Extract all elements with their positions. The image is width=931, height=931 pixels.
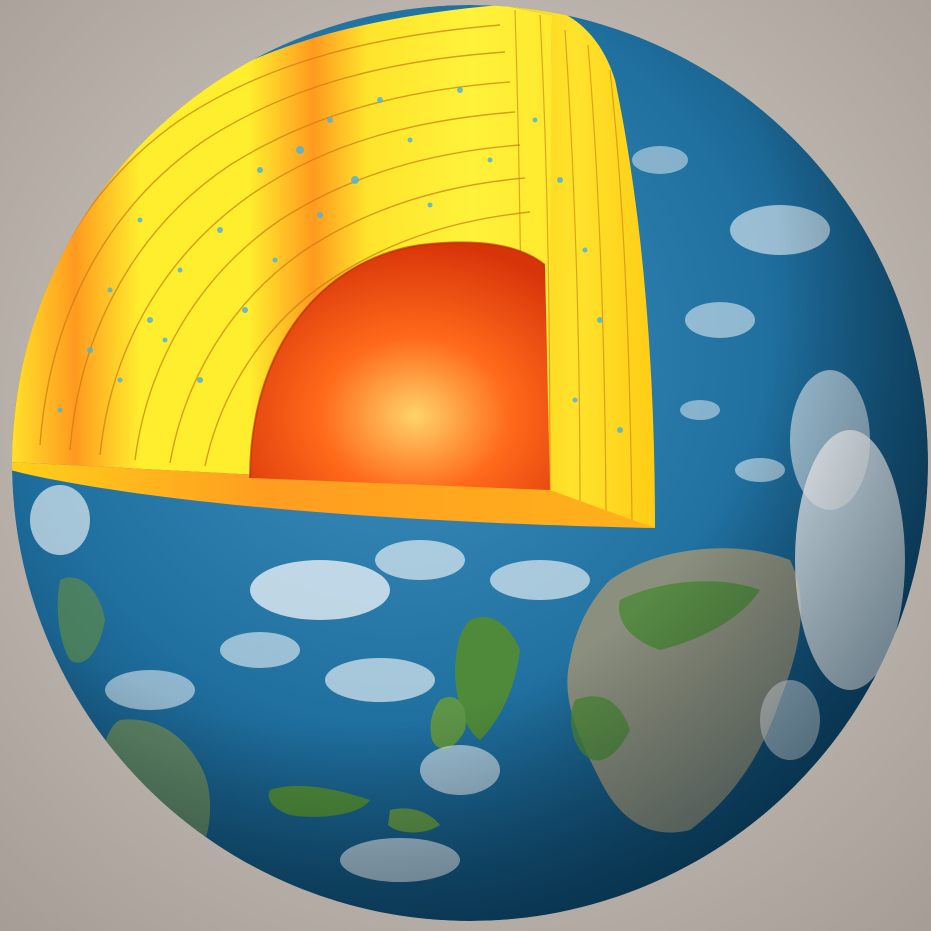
- globe-surface: [12, 5, 928, 921]
- globe-shading: [12, 5, 928, 921]
